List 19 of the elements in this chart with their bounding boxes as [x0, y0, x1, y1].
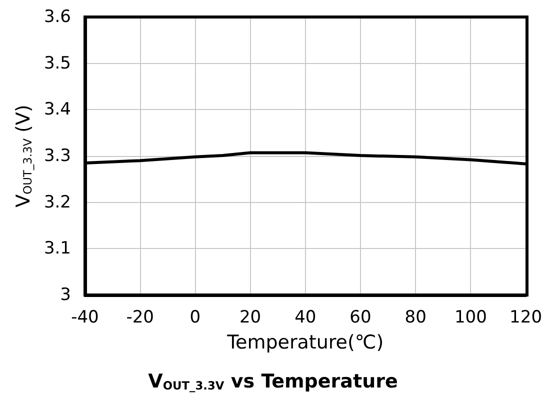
- y-axis-title: VOUT_3.3V (V): [12, 104, 35, 208]
- y-tick-label: 3: [60, 285, 71, 305]
- x-tick-label: 20: [239, 308, 262, 328]
- x-axis-title: Temperature(℃): [226, 332, 384, 354]
- y-tick-label: 3.3: [44, 146, 71, 166]
- text: VOUT_3.3V vs Temperature: [148, 370, 398, 392]
- x-tick-label: 60: [350, 308, 372, 328]
- x-tick-label: 0: [190, 308, 201, 328]
- x-tick-label: 120: [510, 308, 542, 328]
- y-tick-label: 3.6: [44, 7, 71, 27]
- y-tick-label: 3.1: [44, 238, 71, 259]
- y-tick-label: 3.2: [44, 192, 71, 212]
- y-tick-label: 3.4: [44, 100, 71, 120]
- y-tick-label: 3.5: [44, 53, 71, 74]
- x-tick-label: 80: [404, 308, 426, 328]
- x-tick-label: 40: [294, 308, 316, 328]
- x-tick-label: -40: [71, 308, 99, 328]
- x-tick-label: -20: [126, 308, 154, 328]
- x-tick-label: 100: [454, 308, 487, 328]
